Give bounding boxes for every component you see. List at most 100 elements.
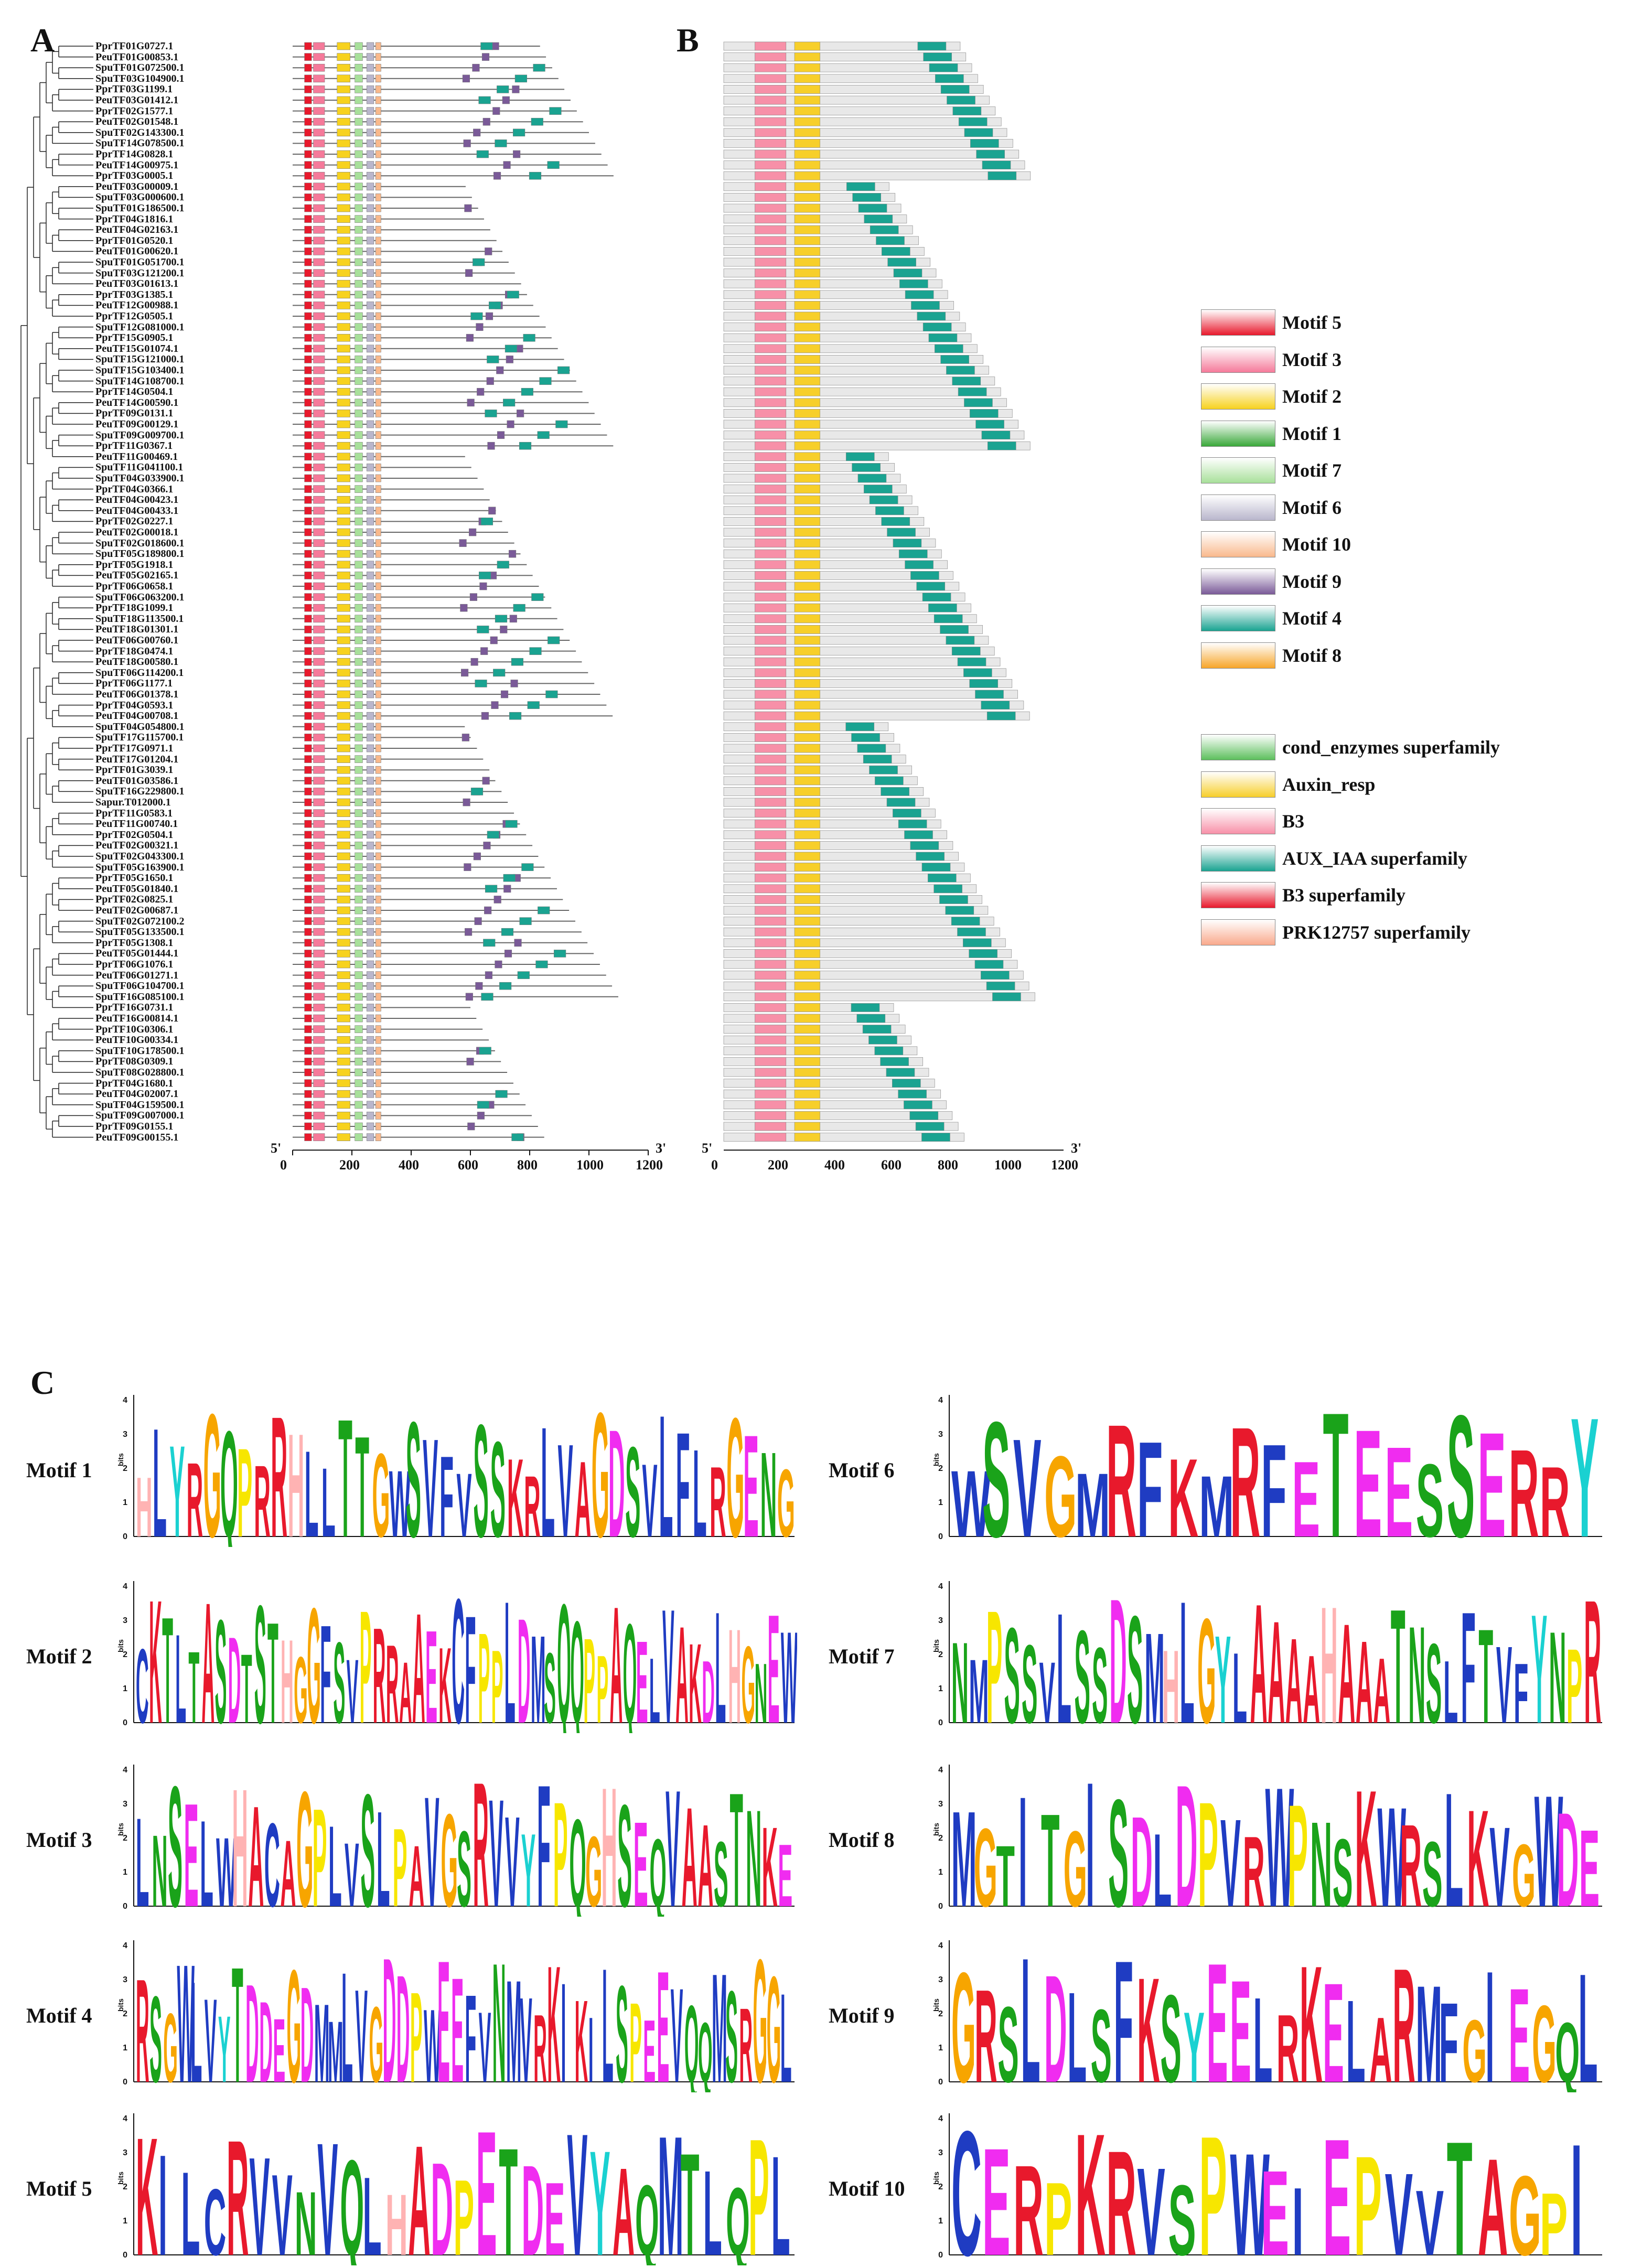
domain-box (794, 765, 820, 775)
motif-box (485, 248, 492, 255)
domain-box (755, 895, 787, 904)
gene-label: PprTF06G0658.1 (95, 581, 174, 592)
domain-box (755, 74, 787, 83)
domain-box (755, 85, 787, 94)
axis-a-tick: 800 (517, 1157, 538, 1173)
gene-label: SpuTF01G186500.1 (95, 202, 185, 214)
logo-letter: W (1230, 2124, 1270, 2265)
motif-box (355, 1133, 363, 1141)
logo-letter: E (1509, 1961, 1530, 2092)
legend-item: Motif 6 (1201, 494, 1568, 522)
domain-track (723, 733, 894, 742)
axis-b-tick: 1000 (994, 1157, 1022, 1173)
logo-letter: P (986, 1577, 1002, 1733)
motif-box (493, 669, 506, 677)
motif-box (313, 518, 325, 525)
domain-box (862, 1025, 892, 1034)
logo-letter: R (1106, 1391, 1136, 1547)
legend-label: Motif 5 (1282, 312, 1342, 333)
logo-y-tick: 4 (123, 1766, 127, 1775)
domain-box (922, 593, 951, 601)
motif-box (313, 204, 325, 212)
motif-box (355, 528, 363, 536)
motif-box (313, 312, 325, 320)
domain-track (723, 517, 925, 526)
motif-box (304, 863, 312, 871)
motif-box (502, 96, 510, 104)
domain-track (723, 344, 978, 353)
domain-track (723, 301, 954, 310)
domain-box (794, 614, 820, 624)
motif-box (313, 269, 325, 277)
logo-letter: A (202, 1576, 215, 1733)
logo-y-tick: 2 (938, 1650, 943, 1659)
motif-box (304, 464, 312, 471)
motif-box (313, 1047, 325, 1055)
motif-box (355, 572, 363, 579)
motif-box (366, 572, 374, 579)
domain-box (910, 841, 939, 850)
domain-box (957, 657, 986, 667)
gene-label: SpuTF02G072100.2 (95, 915, 185, 927)
domain-box (904, 830, 933, 840)
motif-box (375, 85, 381, 93)
domain-box (947, 95, 975, 105)
domain-box (755, 571, 787, 580)
legend-label: AUX_IAA superfamily (1282, 847, 1468, 869)
gene-label: SpuTF04G159500.1 (95, 1099, 185, 1111)
motif-box (313, 896, 325, 904)
legend-item: cond_enzymes superfamily (1201, 734, 1568, 761)
domain-track (723, 549, 942, 558)
motif-box (366, 636, 374, 644)
logo-letter: W (177, 1935, 195, 2092)
gene-label: PeuTF14G00590.1 (95, 396, 179, 409)
logo-letter: P (393, 1805, 407, 1917)
logo-letter: G (1044, 1433, 1077, 1547)
domain-box (755, 41, 787, 51)
motif-logo-label: Motif 2 (26, 1644, 92, 1668)
domain-track (723, 830, 947, 840)
sequence-logo: 0 1 2 3 4 bits N M P S S V L S S D S M H L G Y L A A A A H A A A T N S L F T… (932, 1562, 1605, 1761)
legend-swatch (1201, 771, 1275, 798)
motif-box (375, 809, 381, 817)
domain-box (905, 290, 934, 299)
logo-letter: E (1354, 1399, 1382, 1547)
logo-letter: K (507, 1435, 524, 1547)
motif-box (375, 1014, 381, 1023)
motif-box (366, 171, 374, 180)
motif-box (366, 1090, 374, 1098)
logo-letter: P (478, 1607, 490, 1733)
motif-box (355, 669, 363, 677)
motif-box (355, 518, 363, 525)
motif-box (366, 528, 374, 536)
motif-box (355, 626, 363, 633)
motif-box (375, 1068, 381, 1077)
motif-box (355, 950, 363, 958)
domain-box (794, 787, 820, 796)
motif-box (375, 464, 381, 471)
motif-box (366, 323, 374, 331)
domain-box (880, 1057, 909, 1066)
motif-box (304, 388, 312, 396)
logo-letter: S (625, 1421, 640, 1547)
domain-track (723, 873, 971, 883)
domain-track (723, 1057, 924, 1066)
domain-box (794, 377, 820, 385)
gene-label: PprTF02G1577.1 (95, 105, 174, 117)
logo-letter: Q (698, 2005, 713, 2092)
logo-letter: S (254, 1576, 266, 1733)
motif-box (337, 777, 350, 785)
logo-y-tick: 3 (938, 2148, 943, 2157)
logo-letter: L (321, 1448, 336, 1547)
domain-track (723, 1046, 918, 1056)
domain-box (915, 1122, 945, 1131)
domain-box (794, 679, 820, 688)
motif-box (337, 474, 350, 482)
gene-track (293, 809, 514, 817)
motif-box (313, 1058, 325, 1066)
motif-box (337, 204, 350, 212)
logo-letter: V (345, 1824, 359, 1917)
domain-track (723, 246, 925, 256)
motif-box (375, 852, 381, 861)
logo-letter: D (245, 1955, 259, 2092)
